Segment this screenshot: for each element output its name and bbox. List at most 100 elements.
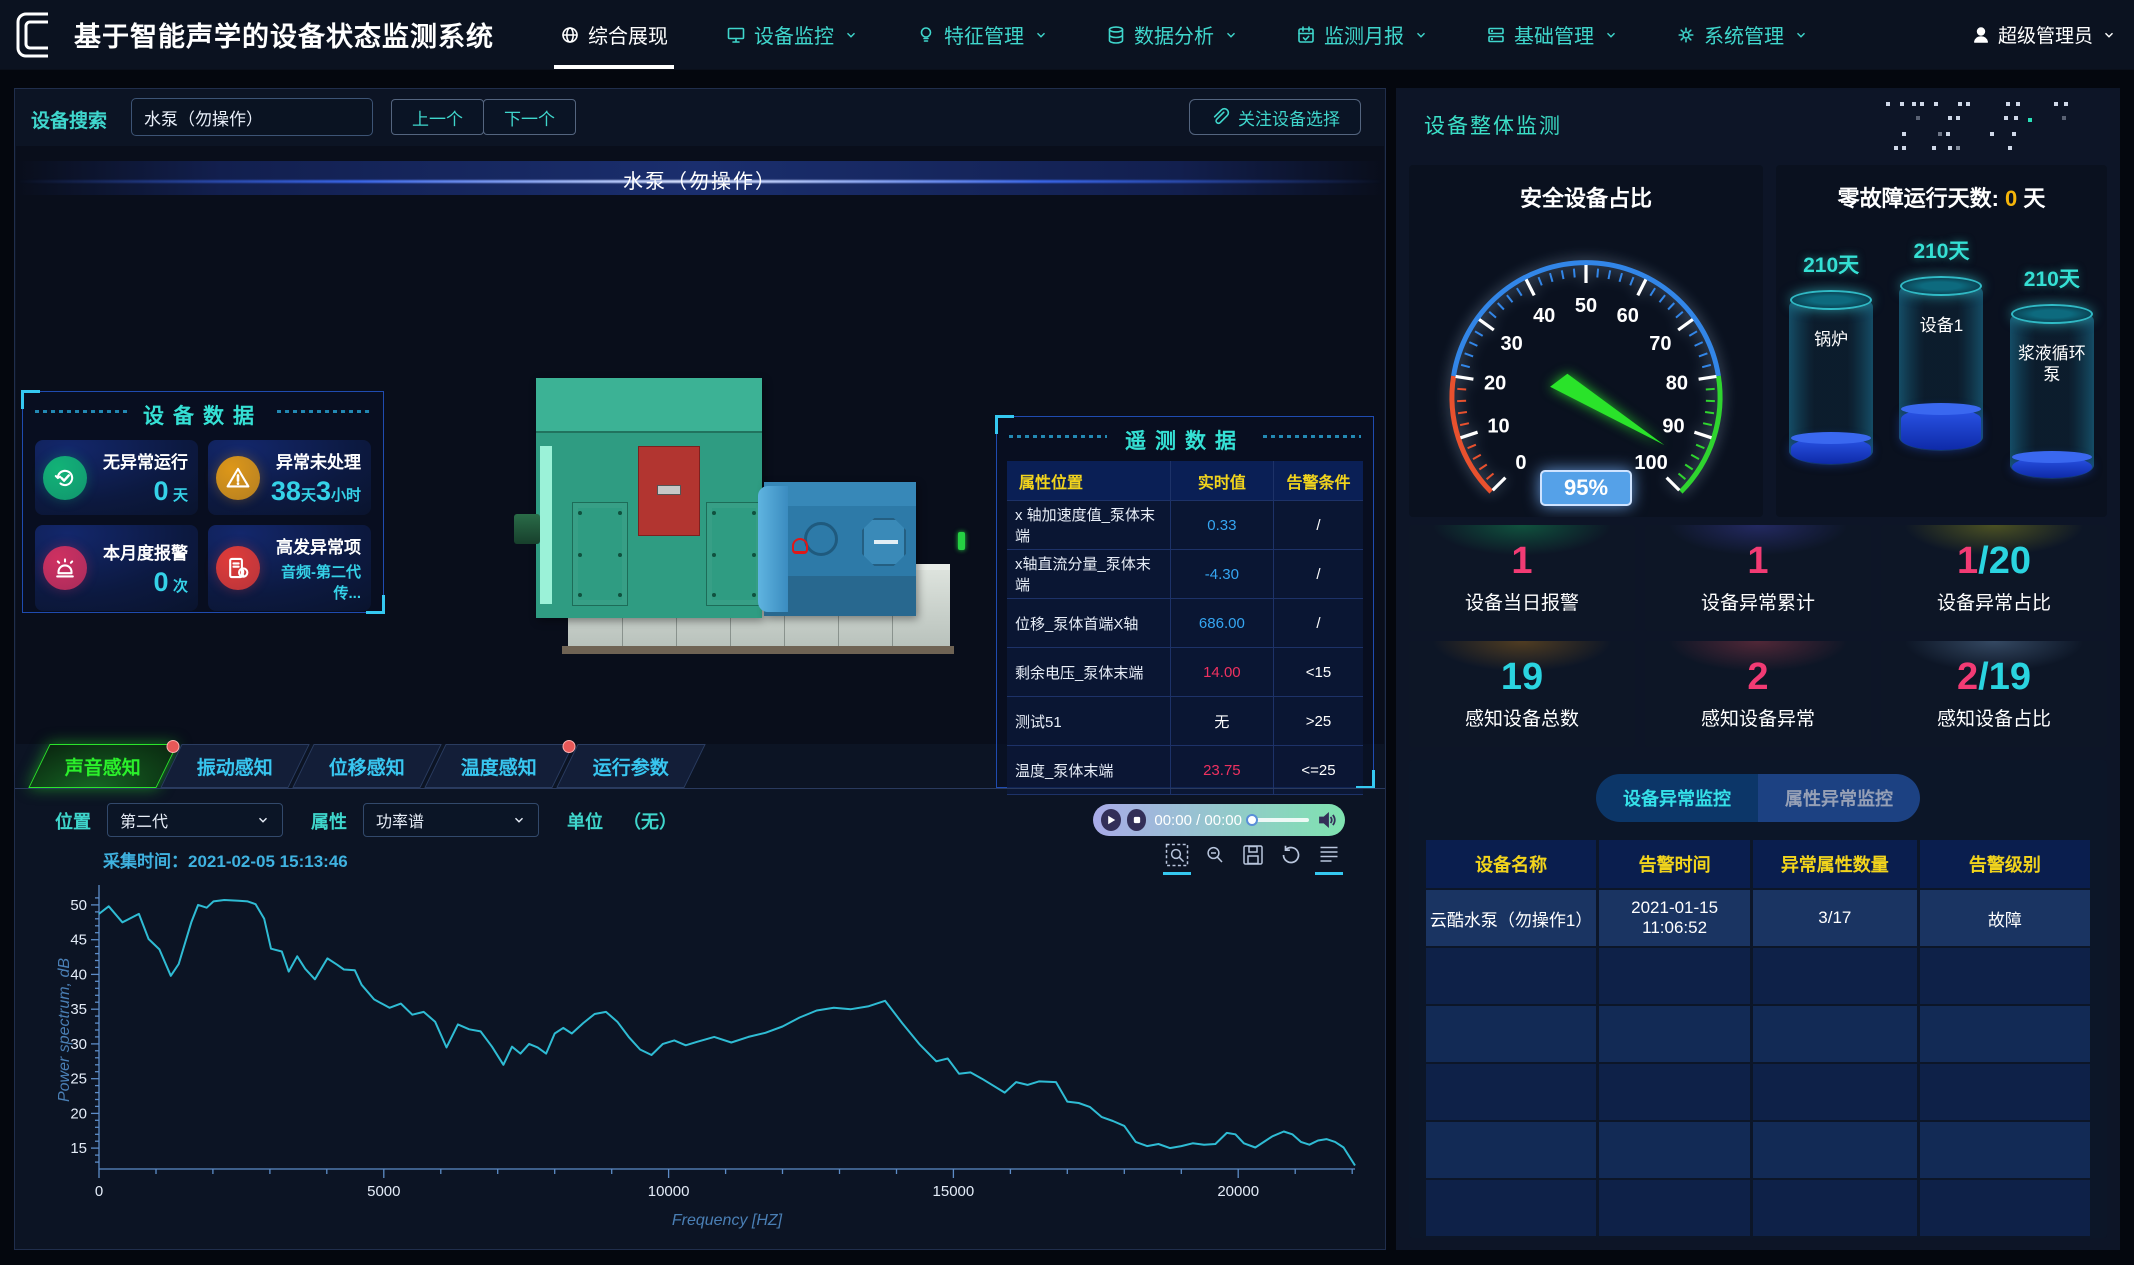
svg-text:50: 50 [1575, 295, 1597, 317]
nav-item-system-manage[interactable]: 系统管理 [1676, 0, 1808, 69]
cylinder-graphic: 设备1 [1899, 279, 1983, 451]
right-panel-header: 设备整体监测 [1396, 88, 2120, 152]
device-data-panel: 设备数据 无异常运行 0 天 异常未处理 38天3小时 [22, 391, 384, 613]
bulb-icon [916, 25, 936, 45]
nav-item-label: 基础管理 [1514, 20, 1594, 49]
next-device-button[interactable]: 下一个 [483, 99, 576, 135]
chevron-down-icon [1604, 28, 1618, 42]
safety-gauge: 0102030405060708090100 95% [1409, 165, 1763, 517]
user-menu[interactable]: 超级管理员 [1971, 21, 2116, 48]
svg-text:70: 70 [1649, 333, 1671, 355]
cylinder-liquid [1791, 437, 1871, 464]
user-name: 超级管理员 [1998, 21, 2093, 48]
player-time: 00:00 / 00:00 [1154, 812, 1242, 829]
dots-decoration [1886, 102, 1890, 106]
stat-card: 1 设备当日报警 [1409, 525, 1635, 631]
svg-text:45: 45 [70, 932, 87, 949]
sense-tabs: 声音感知振动感知位移感知温度感知运行参数 [39, 744, 699, 788]
focus-device-select-button[interactable]: 关注设备选择 [1189, 99, 1361, 135]
svg-text:95%: 95% [1564, 475, 1608, 500]
database-icon [1106, 25, 1126, 45]
device-search-row: 设备搜索 上一个 下一个 关注设备选择 [15, 89, 1385, 145]
machine-shaft [514, 514, 540, 544]
stat-card-frequent-anomaly: 高发异常项 音频-第二代传... [208, 525, 371, 611]
tab-vibration[interactable]: 振动感知 [160, 744, 309, 788]
svg-text:Frequency [HZ]: Frequency [HZ] [672, 1212, 783, 1229]
report-doc-icon [216, 546, 260, 590]
stat-value: 1/20 [1957, 542, 2031, 580]
svg-text:40: 40 [1533, 305, 1555, 327]
device-search-input[interactable] [131, 98, 373, 136]
chart-controls-row: 位置 第二代 属性 功率谱 单位 （无） 00:00 / 00:00 [15, 799, 1385, 841]
warning-triangle-icon [216, 456, 260, 500]
attribute-select[interactable]: 功率谱 [363, 803, 539, 837]
telemetry-row: 测试51 无 >25 [1007, 697, 1363, 746]
tab-device-alarm[interactable]: 设备异常监控 [1596, 774, 1758, 822]
nav-item-data-analysis[interactable]: 数据分析 [1106, 0, 1238, 69]
restore-icon[interactable] [1279, 843, 1303, 867]
3d-viewport[interactable]: 水泵（勿操作） [16, 146, 1384, 744]
alarm-marker-icon [792, 538, 808, 554]
data-zoom-icon[interactable] [1165, 843, 1189, 867]
stat-card: 2 感知设备异常 [1645, 641, 1871, 747]
svg-text:20: 20 [70, 1105, 87, 1122]
tab-run-params[interactable]: 运行参数 [556, 744, 705, 788]
tab-temperature[interactable]: 温度感知 [424, 744, 573, 788]
svg-text:30: 30 [1500, 333, 1522, 355]
stop-button[interactable] [1127, 809, 1147, 831]
telemetry-panel: 遥测数据 属性位置 实时值 告警条件 x 轴加速度值_泵体末端 0.33 / x… [996, 416, 1374, 788]
telemetry-row: x 轴加速度值_泵体末端 0.33 / [1007, 501, 1363, 550]
svg-text:10: 10 [1487, 415, 1509, 437]
server-icon [1486, 25, 1506, 45]
device-title: 水泵（勿操作） [16, 165, 1384, 194]
tab-sound[interactable]: 声音感知 [28, 744, 177, 788]
machine-bolt-panel [706, 502, 762, 606]
svg-text:15000: 15000 [933, 1183, 975, 1200]
nav-item-feature-manage[interactable]: 特征管理 [916, 0, 1048, 69]
play-button[interactable] [1101, 809, 1121, 831]
nav-item-device-monitor[interactable]: 设备监控 [726, 0, 858, 69]
save-image-icon[interactable] [1241, 843, 1265, 867]
telemetry-table: 属性位置 实时值 告警条件 x 轴加速度值_泵体末端 0.33 / x轴直流分量… [1007, 461, 1363, 795]
chevron-down-icon [256, 813, 270, 827]
stat-label: 设备异常占比 [1937, 588, 2051, 615]
tab-displacement[interactable]: 位移感知 [292, 744, 441, 788]
nav-item-label: 系统管理 [1704, 20, 1784, 49]
chevron-down-icon [1414, 28, 1428, 42]
chevron-down-icon [1034, 28, 1048, 42]
nav-item-monthly-report[interactable]: 监测月报 [1296, 0, 1428, 69]
alarm-empty-row [1426, 1064, 2090, 1120]
user-icon [1971, 25, 1991, 45]
position-select[interactable]: 第二代 [107, 803, 283, 837]
unit-value: （无） [623, 808, 677, 834]
cylinder-liquid [2012, 456, 2092, 478]
nav-item-label: 监测月报 [1324, 20, 1404, 49]
telemetry-title: 遥测数据 [997, 417, 1373, 457]
nav-item-basic-manage[interactable]: 基础管理 [1486, 0, 1618, 69]
zoom-reset-icon[interactable] [1203, 843, 1227, 867]
machine-gearbox-door [540, 446, 552, 604]
calendar-icon [1296, 25, 1316, 45]
player-progress[interactable] [1250, 818, 1309, 822]
right-panel: 设备整体监测 安全设备占比 0102030405060708090100 95%… [1396, 88, 2120, 1250]
stat-value: 1 [1511, 542, 1532, 580]
machine-gearbox-seam [536, 431, 762, 433]
stat-value: 2/19 [1957, 658, 2031, 696]
spectrum-chart[interactable]: 152025303540455005000100001500020000Powe… [55, 873, 1375, 1243]
cylinder-row: 210天 锅炉 210天 设备1 210天 浆液循环泵 [1776, 235, 2107, 479]
stat-card: 19 感知设备总数 [1409, 641, 1635, 747]
tab-attr-alarm[interactable]: 属性异常监控 [1758, 774, 1920, 822]
brand: 基于智能声学的设备状态监测系统 [0, 6, 560, 64]
player-knob[interactable] [1246, 814, 1258, 826]
cylinder-name: 设备1 [1903, 315, 1979, 336]
stat-value: 19 [1501, 658, 1543, 696]
volume-icon[interactable] [1317, 810, 1337, 830]
alarm-header-row: 设备名称告警时间异常属性数量告警级别 [1426, 840, 2090, 888]
data-view-icon[interactable] [1317, 843, 1341, 867]
gauge-title: 安全设备占比 [1409, 165, 1763, 213]
app-root: 基于智能声学的设备状态监测系统 综合展现 设备监控 特征管理 数据分析 监测月报… [0, 0, 2134, 1265]
prev-device-button[interactable]: 上一个 [391, 99, 484, 135]
nav-item-label: 设备监控 [754, 20, 834, 49]
nav-item-overview[interactable]: 综合展现 [560, 0, 668, 69]
telemetry-header-row: 属性位置 实时值 告警条件 [1007, 461, 1363, 501]
